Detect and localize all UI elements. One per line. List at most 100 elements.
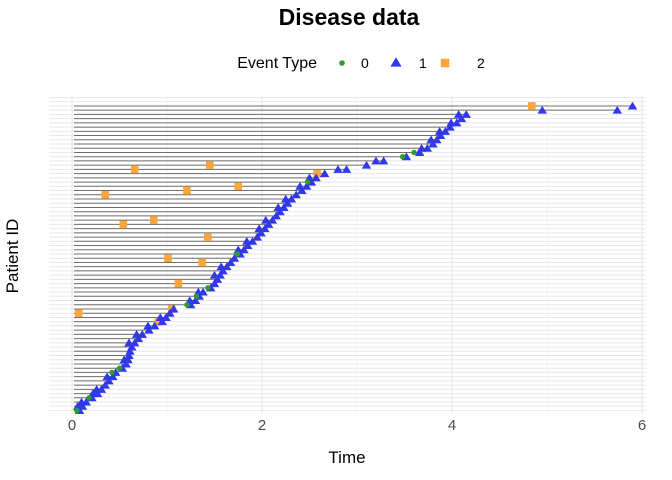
event-marker-type1 bbox=[612, 105, 622, 114]
event-marker-type1 bbox=[271, 211, 281, 220]
event-marker-type1 bbox=[218, 266, 228, 275]
event-marker-type2 bbox=[528, 102, 536, 110]
event-marker-type1 bbox=[434, 127, 445, 135]
event-marker-type0 bbox=[86, 395, 92, 401]
event-marker-type1 bbox=[229, 253, 240, 262]
event-marker-type1 bbox=[92, 385, 102, 393]
event-marker-type2 bbox=[204, 233, 212, 241]
event-marker-type1 bbox=[76, 397, 87, 406]
event-marker-type1 bbox=[435, 131, 446, 140]
event-marker-type1 bbox=[378, 156, 389, 165]
event-marker-type1 bbox=[291, 190, 301, 199]
event-marker-type1 bbox=[461, 110, 471, 118]
event-marker-type1 bbox=[143, 321, 153, 330]
event-marker-type1 bbox=[252, 232, 262, 241]
event-marker-type1 bbox=[125, 346, 135, 355]
chart-title: Disease data bbox=[279, 4, 420, 30]
event-marker-type1 bbox=[445, 122, 455, 131]
event-marker-type1 bbox=[261, 215, 271, 224]
y-axis-title: Patient ID bbox=[3, 219, 22, 294]
event-marker-type1 bbox=[426, 135, 436, 144]
legend-circle-icon bbox=[339, 60, 345, 66]
event-marker-type2 bbox=[74, 309, 83, 318]
event-marker-type1 bbox=[267, 215, 278, 224]
event-marker-type0 bbox=[193, 293, 200, 299]
event-marker-type1 bbox=[456, 114, 467, 123]
event-marker-type1 bbox=[537, 105, 547, 114]
event-marker-type0 bbox=[304, 179, 311, 185]
event-marker-type1 bbox=[295, 182, 305, 190]
event-marker-type1 bbox=[254, 224, 264, 233]
event-marker-type1 bbox=[297, 186, 307, 195]
event-marker-type1 bbox=[165, 308, 175, 317]
event-marker-type1 bbox=[301, 182, 312, 190]
event-marker-type1 bbox=[304, 173, 315, 182]
event-marker-type1 bbox=[100, 380, 110, 389]
legend-title: Event Type bbox=[237, 55, 317, 72]
x-tick-label: 2 bbox=[258, 417, 266, 434]
event-marker-type1 bbox=[333, 165, 343, 173]
event-marker-type1 bbox=[275, 207, 285, 216]
event-marker-type1 bbox=[242, 237, 252, 245]
event-marker-type1 bbox=[428, 139, 438, 148]
event-marker-type1 bbox=[216, 262, 226, 271]
event-marker-type2 bbox=[313, 169, 321, 178]
event-marker-type1 bbox=[263, 220, 274, 228]
event-marker-type1 bbox=[209, 279, 220, 288]
event-marker-type1 bbox=[88, 389, 98, 398]
event-marker-type2 bbox=[183, 186, 191, 195]
event-marker-type2 bbox=[154, 317, 163, 326]
legend-label-1: 1 bbox=[419, 55, 427, 71]
x-tick-label: 0 bbox=[68, 417, 76, 434]
event-marker-type1 bbox=[185, 296, 195, 305]
event-marker-type2 bbox=[101, 190, 110, 199]
x-axis-ticks: 0 2 4 6 bbox=[68, 417, 646, 434]
event-marker-type1 bbox=[282, 198, 293, 207]
event-marker-type0 bbox=[184, 302, 190, 308]
event-marker-type1 bbox=[453, 110, 464, 118]
event-marker-type1 bbox=[155, 313, 166, 321]
event-marker-type1 bbox=[371, 156, 381, 165]
event-marker-type2 bbox=[234, 182, 243, 191]
event-marker-type1 bbox=[233, 245, 243, 254]
event-marker-type1 bbox=[124, 351, 134, 360]
event-marker-type1 bbox=[124, 338, 134, 347]
event-marker-type1 bbox=[243, 241, 253, 250]
legend-triangle-icon bbox=[390, 57, 402, 67]
event-marker-type1 bbox=[446, 118, 456, 127]
event-marker-type0 bbox=[234, 251, 240, 257]
event-marker-type2 bbox=[149, 216, 158, 224]
event-marker-type1 bbox=[168, 304, 179, 313]
event-marker-type2 bbox=[174, 279, 183, 288]
event-marker-type1 bbox=[341, 165, 352, 173]
event-marker-type1 bbox=[157, 317, 167, 326]
event-marker-type1 bbox=[311, 173, 321, 182]
event-marker-type1 bbox=[256, 228, 266, 237]
x-tick-label: 6 bbox=[638, 417, 646, 434]
event-marker-type0 bbox=[411, 149, 417, 156]
event-marker-type2 bbox=[164, 254, 172, 263]
event-marker-type1 bbox=[149, 321, 160, 330]
event-marker-type1 bbox=[119, 355, 129, 364]
event-marker-type1 bbox=[273, 203, 283, 211]
event-marker-type1 bbox=[361, 160, 372, 169]
legend-label-0: 0 bbox=[361, 55, 369, 71]
event-marker-type1 bbox=[73, 401, 83, 410]
event-marker-type1 bbox=[104, 376, 114, 385]
legend-label-2: 2 bbox=[477, 55, 485, 71]
event-marker-type1 bbox=[627, 101, 638, 110]
legend-square-icon bbox=[440, 58, 450, 68]
event-marker-type1 bbox=[212, 275, 223, 283]
event-marker-type1 bbox=[133, 334, 144, 343]
event-marker-type1 bbox=[415, 148, 425, 156]
x-axis-title: Time bbox=[328, 448, 365, 467]
event-marker-type1 bbox=[144, 325, 154, 334]
event-marker-type1 bbox=[416, 143, 427, 152]
event-marker-type1 bbox=[121, 359, 131, 368]
event-marker-type2 bbox=[119, 220, 128, 229]
plot-panel bbox=[49, 95, 646, 414]
event-marker-type0 bbox=[399, 154, 406, 160]
event-marker-type1 bbox=[131, 330, 142, 338]
event-marker-type1 bbox=[281, 194, 291, 203]
